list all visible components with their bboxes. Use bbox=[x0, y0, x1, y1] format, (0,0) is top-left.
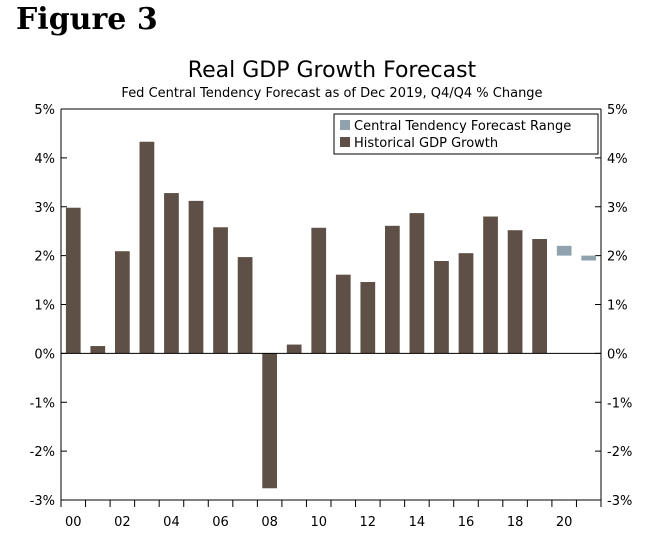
y-ticks-layer: 5% 5% 4% 4% 3% 3% 2% 2% 1% 1% 0% 0% -1% -1% -2% -2% -3% -… bbox=[30, 103, 633, 509]
legend-label-historical: Historical GDP Growth bbox=[354, 136, 498, 151]
forecast-range-2021 bbox=[581, 255, 597, 261]
y-tick-label-left: 4% bbox=[34, 152, 55, 167]
y-tick-label-right: -1% bbox=[607, 396, 632, 411]
y-tick-label-left: 2% bbox=[34, 250, 55, 265]
y-tick-label-right: 5% bbox=[607, 103, 628, 118]
bar-2001 bbox=[90, 346, 106, 354]
bar-2004 bbox=[164, 193, 179, 354]
bar-2015 bbox=[434, 261, 449, 354]
legend: Central Tendency Forecast Range Historic… bbox=[333, 113, 599, 155]
bar-2002 bbox=[115, 251, 130, 354]
chart-title: Real GDP Growth Forecast bbox=[188, 58, 477, 83]
bar-2008 bbox=[262, 353, 277, 489]
bar-2006 bbox=[213, 227, 228, 354]
x-tick-label: 00 bbox=[65, 515, 82, 530]
x-tick-label: 08 bbox=[261, 515, 278, 530]
bar-2009 bbox=[286, 344, 302, 354]
x-ticks-layer: 00 02 04 06 08 10 12 14 16 18 20 bbox=[60, 500, 602, 530]
x-tick-label: 18 bbox=[507, 515, 524, 530]
y-tick-label-right: 1% bbox=[607, 299, 628, 314]
y-tick-label-left: 1% bbox=[34, 299, 55, 314]
bar-2014 bbox=[409, 213, 425, 354]
chart-subtitle: Fed Central Tendency Forecast as of Dec … bbox=[121, 86, 542, 101]
y-tick-label-left: -2% bbox=[30, 445, 55, 460]
x-tick-label: 14 bbox=[409, 515, 426, 530]
bar-2012 bbox=[360, 282, 376, 354]
x-tick-label: 04 bbox=[163, 515, 180, 530]
legend-swatch-historical bbox=[340, 137, 350, 147]
x-tick-label: 16 bbox=[458, 515, 475, 530]
y-tick-label-left: 3% bbox=[34, 201, 55, 216]
x-tick-label: 02 bbox=[114, 515, 131, 530]
y-tick-label-right: 0% bbox=[607, 347, 628, 362]
bar-2017 bbox=[483, 216, 498, 354]
bar-2007 bbox=[237, 257, 253, 354]
x-tick-label: 20 bbox=[556, 515, 573, 530]
y-tick-label-right: -3% bbox=[607, 494, 632, 509]
legend-box bbox=[333, 113, 599, 155]
bar-2010 bbox=[311, 227, 327, 354]
bar-2019 bbox=[532, 239, 547, 354]
x-tick-label: 06 bbox=[212, 515, 229, 530]
bar-2016 bbox=[458, 253, 474, 354]
y-tick-label-left: -3% bbox=[30, 494, 55, 509]
legend-swatch-forecast bbox=[340, 120, 350, 130]
y-tick-label-left: 0% bbox=[34, 347, 55, 362]
bar-2005 bbox=[188, 200, 204, 354]
y-tick-label-right: 2% bbox=[607, 250, 628, 265]
bar-2000 bbox=[65, 207, 81, 354]
x-tick-label: 10 bbox=[310, 515, 327, 530]
y-tick-label-right: -2% bbox=[607, 445, 632, 460]
y-tick-label-right: 3% bbox=[607, 201, 628, 216]
bar-2018 bbox=[507, 230, 523, 354]
forecast-range-2020 bbox=[556, 245, 572, 256]
y-tick-label-left: 5% bbox=[34, 103, 55, 118]
legend-label-forecast: Central Tendency Forecast Range bbox=[354, 119, 571, 134]
figure-label: Figure 3 bbox=[16, 2, 158, 37]
x-tick-label: 12 bbox=[360, 515, 377, 530]
y-tick-label-right: 4% bbox=[607, 152, 628, 167]
bar-2003 bbox=[139, 141, 155, 354]
bar-2013 bbox=[385, 225, 400, 354]
bars-layer bbox=[65, 141, 597, 489]
y-tick-label-left: -1% bbox=[30, 396, 55, 411]
bar-2011 bbox=[335, 274, 351, 354]
